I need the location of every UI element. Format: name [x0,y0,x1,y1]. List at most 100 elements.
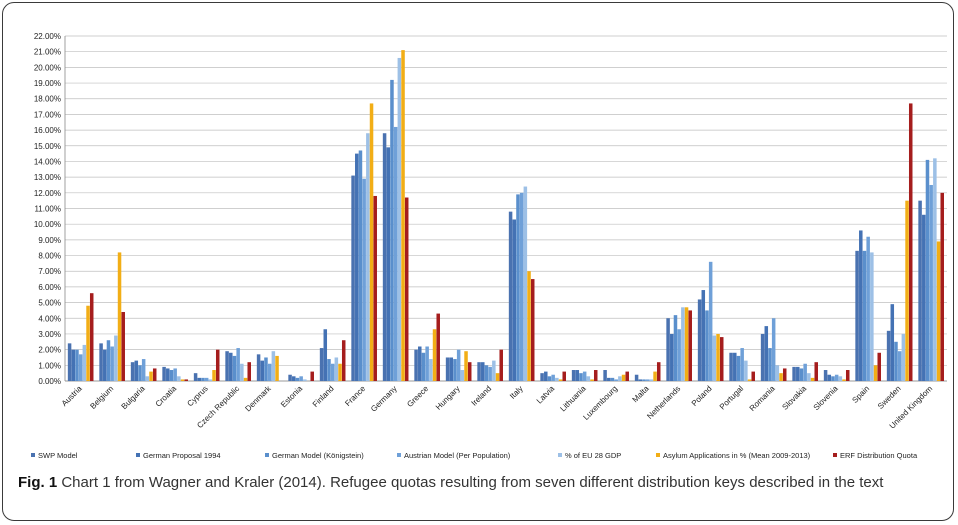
bar [153,368,157,381]
bar [940,193,944,381]
bar [831,376,835,381]
bar [751,372,755,381]
bar [433,329,437,381]
bar [531,279,535,381]
legend: SWP Model German Proposal 1994 German Mode… [31,451,918,460]
x-tick-label: Greece [405,384,430,409]
bar [800,368,804,381]
bar [824,370,828,381]
y-tick-label: 5.00% [38,299,61,308]
bar [681,307,685,381]
bar [209,379,213,381]
grid-lines [65,36,947,381]
bar [149,372,153,381]
bar [236,348,240,381]
bar [355,154,359,381]
bar [926,160,930,381]
bar [398,58,402,381]
bar [166,368,170,381]
bar [418,347,422,382]
bar [324,329,328,381]
bar [839,376,843,381]
y-tick-label: 11.00% [34,205,61,214]
bar [225,351,229,381]
bar [351,176,355,381]
bar [618,376,622,381]
bar [181,379,185,381]
legend-entry: Asylum Applications in % (Mean 2009-2013… [663,451,811,460]
y-tick-label: 1.00% [38,361,61,370]
bar [229,353,233,381]
bar [713,336,717,381]
bar [201,378,205,381]
caption-label: Fig. 1 [18,474,57,491]
bar [292,376,296,381]
bar [114,336,118,381]
y-tick-label: 3.00% [38,330,61,339]
bar [359,150,363,381]
bar [614,379,618,381]
legend-swatch [31,453,35,457]
y-tick-label: 21.00% [34,48,61,57]
bar [559,379,563,381]
bar [135,361,139,381]
legend-entry: Austrian Model (Per Population) [404,451,511,460]
x-tick-label: Italy [508,384,525,401]
bar [635,375,639,381]
bar [198,378,202,381]
bar [138,365,142,381]
bar [894,342,898,381]
bar [394,127,398,381]
bar [803,364,807,381]
bar [642,379,646,381]
bar [303,379,307,381]
bar [131,362,135,381]
bar [551,375,555,381]
y-tick-label: 13.00% [34,173,61,182]
bar [477,362,481,381]
y-tick-label: 18.00% [34,95,61,104]
legend-entry: German Model (Königstein) [272,451,364,460]
bar [783,368,787,381]
y-tick-label: 20.00% [34,63,61,72]
bar [299,376,303,381]
bar [918,201,922,381]
bar [68,343,72,381]
legend-swatch [833,453,837,457]
bar [859,230,863,381]
bar [698,299,702,381]
caption-text: Chart 1 from Wagner and Kraler (2014). R… [61,474,883,491]
bar [702,290,706,381]
bar [814,362,818,381]
bar [288,375,292,381]
bar [527,271,531,381]
y-tick-label: 16.00% [34,126,61,135]
bar [86,306,90,381]
bar [450,357,454,381]
bar-chart: 0.00% 1.00% 2.00% 3.00% 4.00% 5.00% 6.00% 7.00%… [3,3,953,473]
bar [733,353,737,381]
bar [544,372,548,381]
bar [327,359,331,381]
bar [461,370,465,381]
bar [909,103,913,381]
x-tick-label: Slovenia [812,384,840,412]
bar [811,378,815,381]
bar [705,310,709,381]
y-tick-label: 7.00% [38,267,61,276]
bar [622,375,626,381]
bar [870,252,874,381]
bar [772,318,776,381]
bar [792,367,796,381]
bar [607,378,611,381]
bar [887,331,891,381]
x-tick-label: Estonia [279,384,305,410]
x-tick-label: Malta [631,384,652,405]
bar [729,353,733,381]
x-tick-label: Cyprus [185,384,209,408]
y-tick-label: 14.00% [34,157,61,166]
bar [233,356,237,381]
bar [170,370,174,381]
bar [835,375,839,381]
